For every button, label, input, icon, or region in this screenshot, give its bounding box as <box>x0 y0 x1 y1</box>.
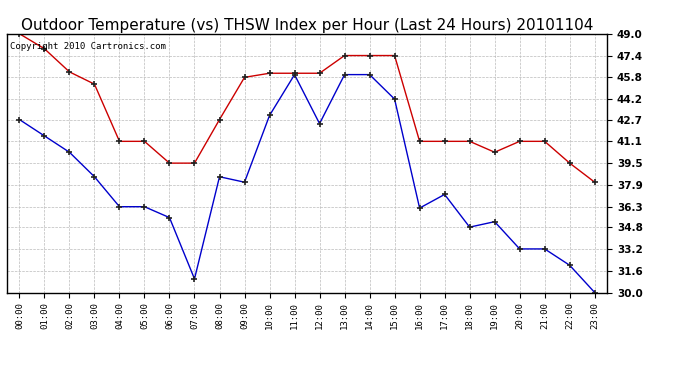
Title: Outdoor Temperature (vs) THSW Index per Hour (Last 24 Hours) 20101104: Outdoor Temperature (vs) THSW Index per … <box>21 18 593 33</box>
Text: Copyright 2010 Cartronics.com: Copyright 2010 Cartronics.com <box>10 42 166 51</box>
